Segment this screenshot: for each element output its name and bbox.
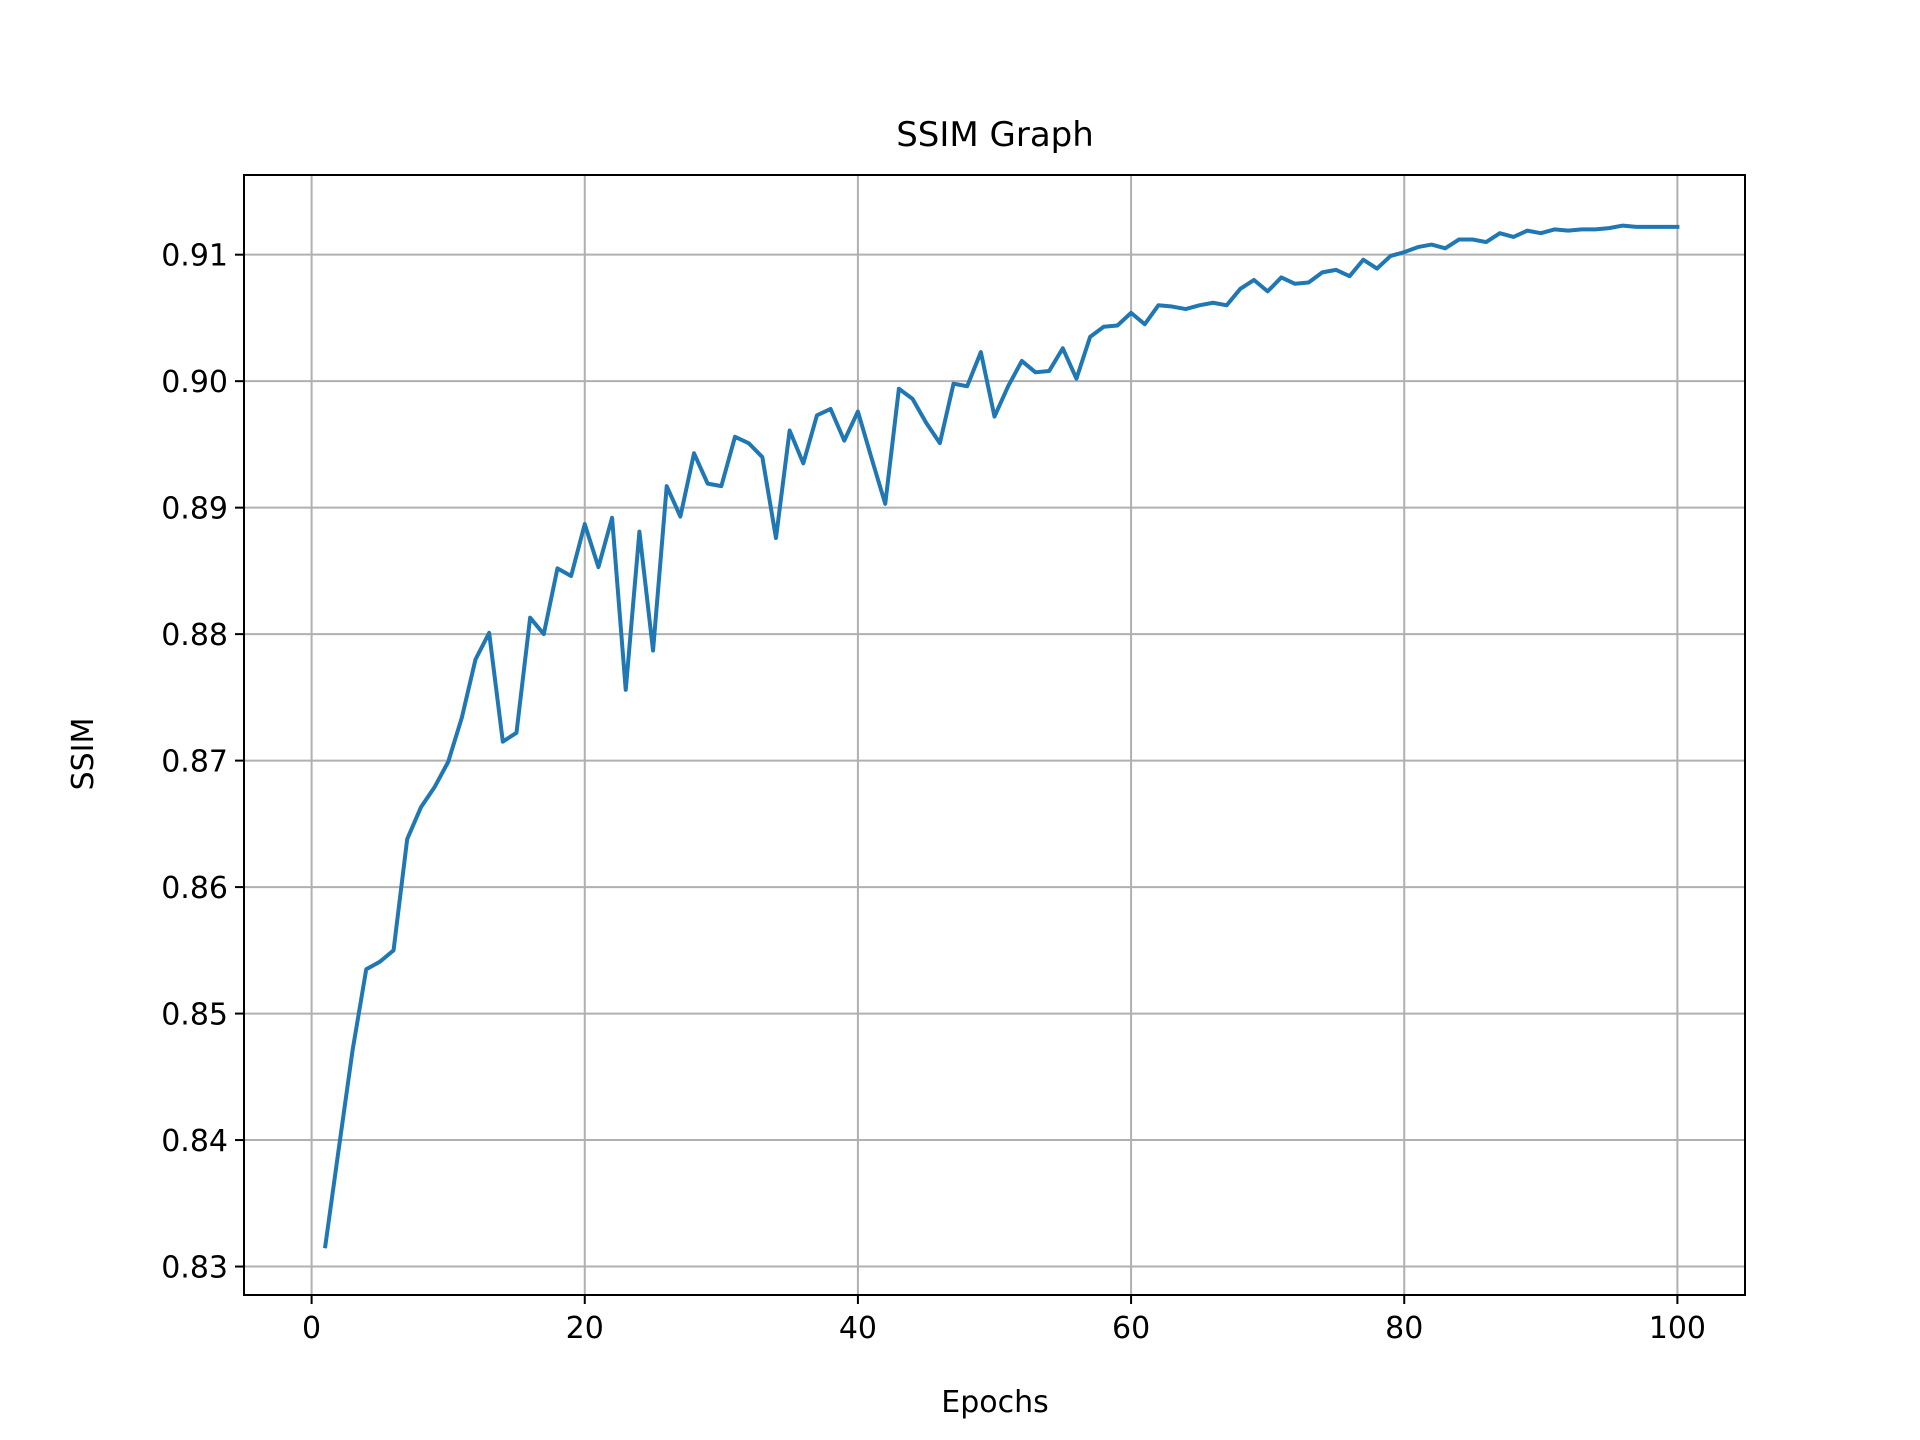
y-tick-label: 0.86 — [161, 871, 228, 906]
y-tick-label: 0.91 — [161, 239, 228, 274]
x-tick-label: 40 — [839, 1311, 877, 1346]
axes-frame — [243, 174, 1746, 1296]
x-tick-label: 0 — [302, 1311, 321, 1346]
y-tick-label: 0.83 — [161, 1251, 228, 1286]
y-tick-label: 0.88 — [161, 618, 228, 653]
plot-area — [323, 223, 1680, 1249]
y-axis-label: SSIM — [66, 718, 101, 791]
chart-title: SSIM Graph — [896, 115, 1094, 155]
x-tick-label: 100 — [1649, 1311, 1706, 1346]
y-tick-label: 0.90 — [161, 365, 228, 400]
grid-lines — [244, 175, 1745, 1295]
x-axis-ticks: 0 20 40 60 80 100 — [302, 1295, 1706, 1346]
x-tick-label: 80 — [1385, 1311, 1423, 1346]
y-tick-label: 0.84 — [161, 1124, 228, 1159]
y-tick-label: 0.85 — [161, 998, 228, 1033]
x-axis-label: Epochs — [941, 1385, 1049, 1420]
y-tick-label: 0.87 — [161, 745, 228, 780]
x-tick-label: 60 — [1112, 1311, 1150, 1346]
y-tick-label: 0.89 — [161, 492, 228, 527]
x-tick-label: 20 — [566, 1311, 604, 1346]
y-axis-ticks: 0.83 0.84 0.85 0.86 0.87 0.88 0.89 0.90 0.91 — [161, 239, 244, 1286]
series-line-0 — [323, 223, 1680, 1249]
